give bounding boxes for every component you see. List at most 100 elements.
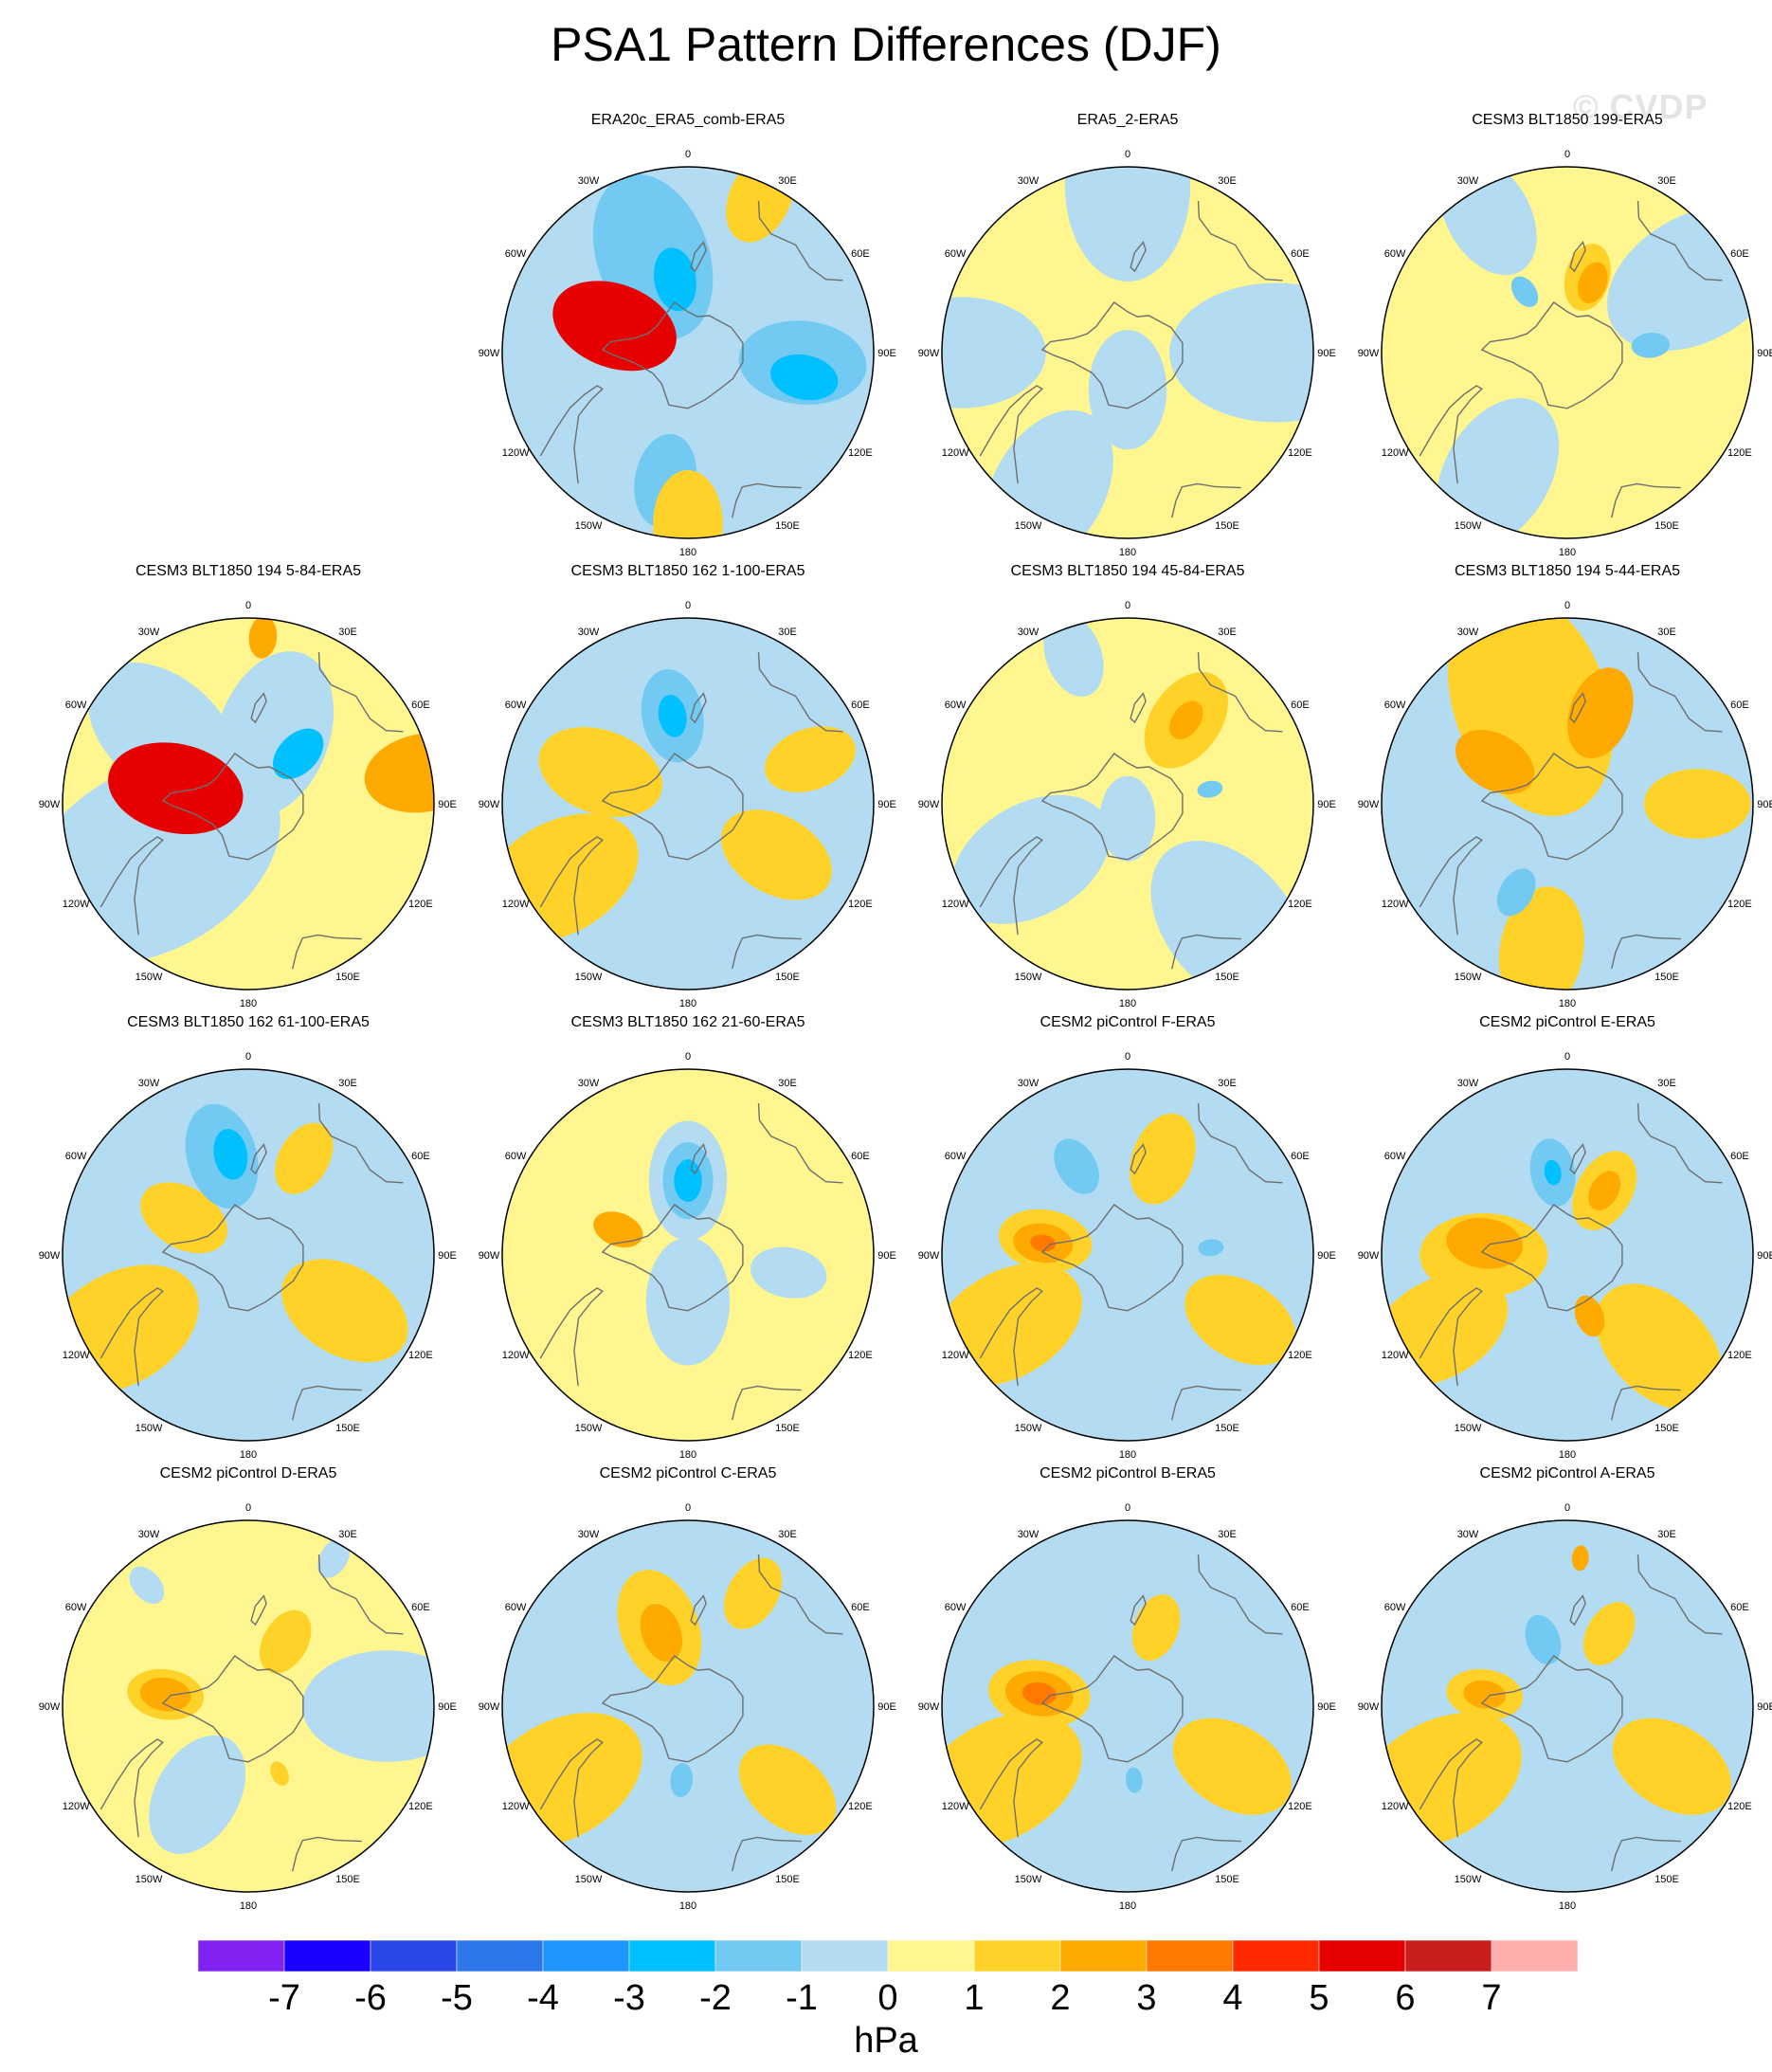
longitude-label: 180 [679,1900,696,1912]
longitude-label: 0 [1125,1051,1130,1063]
map-panel: CESM2 piControl A-ERA5 0 30E 60E 90E 120E 150E… [1347,1465,1772,1912]
map-border [1381,1068,1754,1442]
longitude-label: 180 [240,1900,257,1912]
map-border [501,617,875,991]
negative-anomaly [1043,618,1104,697]
longitude-label: 150E [775,1423,800,1434]
antarctica-coastline [1040,753,1184,861]
longitude-label: 90W [918,799,940,810]
map-border [941,1068,1314,1442]
colorbar-tick-label: 2 [1050,1978,1071,2018]
longitude-label: 150W [1455,1874,1482,1885]
positive-anomaly [1030,1234,1057,1252]
map-panel: CESM2 piControl C-ERA5 0 30E 60E 90E 120E 150E… [468,1465,908,1912]
negative-anomaly [149,1735,246,1854]
longitude-label: 0 [245,1502,251,1514]
negative-anomaly [1064,167,1191,282]
longitude-label: 30E [1218,175,1237,187]
longitude-label: 0 [1125,600,1130,611]
longitude-label: 120E [408,1801,433,1812]
polar-map: 0 30E 60E 90E 120E 150E 180 150W 120W 90W 60W 30W [479,600,896,1009]
longitude-label: 150E [1654,972,1679,983]
colorbar-swatch [714,1940,803,1972]
longitude-label: 30W [1457,1078,1479,1089]
panel-title: CESM2 piControl E-ERA5 [1479,1014,1655,1030]
longitude-label: 90W [39,1250,61,1262]
australia-coastline [1636,201,1723,282]
colorbar-tick-label: 4 [1222,1978,1243,2018]
negative-anomaly [129,1566,165,1605]
longitude-label: 30E [778,1529,797,1540]
longitude-label: 120W [942,1801,969,1812]
colorbar-tick-label: 1 [964,1978,985,2018]
longitude-label: 90E [877,348,896,359]
panel-title: CESM2 piControl D-ERA5 [159,1465,337,1481]
south-america-coastline [979,836,1043,936]
colorbar-unit: hPa [854,2021,918,2061]
polar-map: 0 30E 60E 90E 120E 150E 180 150W 120W 90W 60W 30W [479,1502,896,1912]
south-america-coastline [1419,1738,1483,1838]
antarctica-coastline [161,1204,304,1312]
new-zealand-coastline [1130,1594,1147,1627]
longitude-label: 60E [851,1151,870,1162]
longitude-label: 150W [1455,520,1482,532]
south-america-coastline [1419,836,1483,936]
longitude-label: 60E [1730,700,1749,711]
longitude-label: 60W [1384,1151,1406,1162]
negative-anomaly [645,1237,731,1366]
new-zealand-coastline [1569,241,1586,273]
longitude-label: 120W [63,1350,90,1361]
longitude-label: 120W [942,899,969,910]
longitude-label: 90W [918,348,940,359]
longitude-label: 90E [877,1250,896,1262]
colorbar-swatch [628,1940,716,1972]
south-america-coastline [539,836,604,936]
south-america-coastline [1419,1287,1483,1387]
negative-anomaly [1631,333,1671,358]
longitude-label: 90W [1358,1701,1380,1713]
positive-anomaly [259,1609,312,1674]
longitude-label: 150W [136,1423,163,1434]
antarctica-coastline [1480,1655,1623,1763]
antarctica-coastline [601,753,744,861]
positive-anomaly [139,1677,191,1712]
longitude-label: 120E [848,1350,873,1361]
longitude-label: 180 [1119,998,1136,1009]
polar-map: 0 30E 60E 90E 120E 150E 180 150W 120W 90W 60W 30W [1358,1051,1772,1461]
antarctica-coastline [1480,753,1623,861]
positive-anomaly [593,1211,643,1248]
longitude-label: 120E [408,899,433,910]
colorbar-tick-label: -7 [268,1978,300,2018]
longitude-label: 150E [1654,1423,1679,1434]
longitude-label: 90E [438,799,457,810]
longitude-label: 30W [578,175,600,187]
positive-anomaly [1455,729,1535,794]
negative-anomaly [670,1763,694,1798]
longitude-label: 30E [778,627,797,638]
longitude-label: 90W [918,1250,940,1262]
positive-anomaly [723,1557,783,1629]
negative-anomaly [213,1129,248,1180]
map-panel: CESM3 BLT1850 162 61-100-ERA5 0 30E 60E 90E 1… [28,1014,468,1461]
longitude-label: 90E [1757,1250,1772,1262]
longitude-label: 150W [1015,520,1042,532]
colorbar [198,1940,1578,1972]
antarctica-coastline [1040,1204,1184,1312]
longitude-label: 150E [1215,1874,1239,1885]
new-zealand-coastline [1569,692,1586,724]
africa-coastline [732,1836,802,1872]
longitude-label: 90E [877,799,896,810]
panel-title: ERA20c_ERA5_comb-ERA5 [590,112,786,128]
longitude-label: 90W [479,1250,500,1262]
longitude-label: 60E [1291,1151,1310,1162]
longitude-label: 150E [1215,972,1239,983]
longitude-label: 90E [1757,348,1772,359]
colorbar-tick-label: 7 [1481,1978,1502,2018]
longitude-label: 120W [63,1801,90,1812]
longitude-label: 60E [1730,1602,1749,1613]
longitude-label: 90W [479,348,500,359]
colorbar-swatch [542,1940,630,1972]
map-border [501,1519,875,1893]
map-border [1381,617,1754,991]
australia-coastline [1197,1554,1283,1635]
